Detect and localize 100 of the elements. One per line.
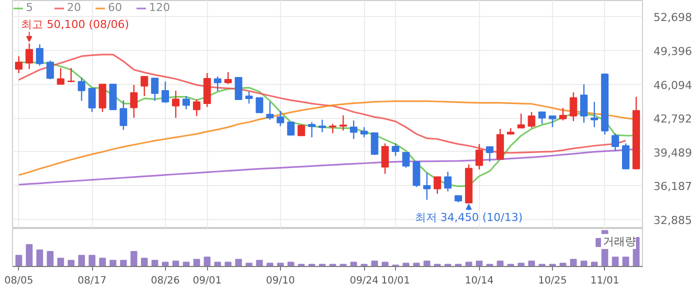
bar [172,260,180,266]
candlestick [360,126,368,138]
candlestick [88,88,96,113]
candlestick [245,91,253,104]
candlestick [15,56,23,74]
bar [590,262,598,266]
candlestick [570,92,578,122]
candlestick [26,42,33,70]
candlestick [98,84,106,113]
bar [528,260,535,266]
bar [68,260,74,266]
bar [622,256,630,266]
candlestick [402,152,410,168]
bar [88,254,96,266]
bar [214,262,221,266]
candlestick [538,111,546,124]
candlestick [130,84,138,118]
x-tick-label: 08/17 [78,276,106,286]
candlestick [36,44,44,66]
legend-label: 거래량 [603,234,636,249]
candlestick [224,72,232,85]
bar [580,260,588,266]
annotation: 최저 34,450 (10/13) [414,210,523,224]
bar [26,244,33,266]
legend-label: 20 [67,1,82,14]
candlestick [370,132,378,156]
candlestick [559,107,567,122]
candlestick [350,120,358,140]
candlestick [612,132,620,152]
bar [612,256,619,266]
candlestick [214,76,222,92]
candlestick [517,113,525,128]
legend-label: 120 [149,1,170,14]
x-tick-label: 10/25 [538,276,567,286]
bar [99,258,106,266]
candlestick [46,60,54,80]
x-tick-label: 09/24 [350,276,379,286]
candlestick [151,78,159,102]
bar [110,260,116,266]
candlestick [590,101,598,128]
candlestick [423,172,431,200]
candlestick [276,110,284,127]
bar [36,250,44,266]
y-tick-label: 36,187 [654,180,692,194]
candlestick [434,176,442,194]
bar [570,258,577,266]
bar [424,260,430,266]
bar [287,262,294,266]
candlestick [266,101,274,120]
candlestick [318,119,326,133]
bar [371,260,378,266]
candlestick [381,142,389,174]
bar [130,250,138,266]
bar [350,262,358,266]
candlestick [67,67,75,83]
candlestick [328,123,336,134]
y-tick-label: 32,885 [654,214,692,227]
line-series [18,54,627,154]
y-tick-label: 49,396 [654,44,692,58]
candlestick [298,124,306,136]
candlestick [287,122,295,136]
candlestick [622,142,630,170]
bar [224,262,232,266]
bar [182,262,190,266]
bar [382,262,388,266]
candlestick [444,171,452,192]
x-tick-label: 11/01 [590,276,620,286]
x-tick-label: 08/26 [150,276,180,286]
candlestick [56,67,64,85]
candlestick [528,111,536,128]
bar [120,260,127,266]
y-tick-label: 42,792 [654,112,692,126]
bar [15,254,22,266]
candlestick [392,142,400,157]
candlestick [548,115,556,128]
candlestick [339,114,347,132]
bar [204,256,211,266]
candlestick [172,90,180,118]
y-tick-label: 39,489 [654,146,692,160]
candlestick [182,96,190,110]
x-tick-label: 10/01 [381,276,410,286]
candlestick [192,98,200,117]
candlestick [412,161,420,188]
bar [256,260,263,266]
y-tick-label: 52,698 [654,11,692,24]
bar [235,258,242,266]
candlestick [234,77,242,100]
legend-label: 5 [26,1,34,14]
candlestick [476,143,483,170]
candlestick [78,76,86,102]
annotation: 최고 50,100 (08/06) [21,18,130,32]
x-tick-label: 09/10 [266,276,295,286]
bar [496,260,504,266]
candlestick [120,100,128,130]
x-tick-label: 09/01 [192,276,222,286]
candlestick [140,76,148,97]
bar [465,262,472,266]
bar [78,254,85,266]
x-tick-label: 08/05 [4,276,34,286]
bar [162,262,169,266]
